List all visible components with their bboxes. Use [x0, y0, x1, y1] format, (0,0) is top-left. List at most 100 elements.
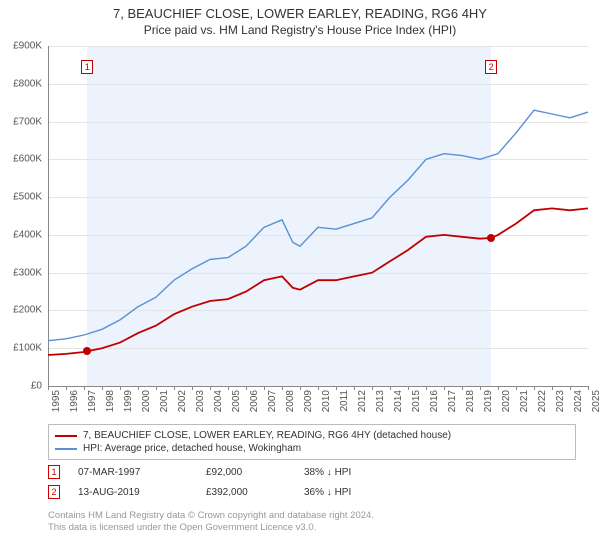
legend-item: 7, BEAUCHIEF CLOSE, LOWER EARLEY, READIN… — [55, 429, 569, 442]
x-tick-label: 2022 — [537, 390, 548, 412]
y-tick-label: £200K — [0, 305, 42, 316]
footer-line: Contains HM Land Registry data © Crown c… — [48, 510, 576, 522]
x-tick-label: 2004 — [213, 390, 224, 412]
title-subtitle: Price paid vs. HM Land Registry's House … — [0, 23, 600, 37]
x-tick-label: 2023 — [555, 390, 566, 412]
x-tick — [372, 386, 373, 390]
event-price: £92,000 — [206, 467, 286, 478]
x-tick — [498, 386, 499, 390]
x-tick-label: 2007 — [267, 390, 278, 412]
x-tick-label: 2003 — [195, 390, 206, 412]
x-tick-label: 2014 — [393, 390, 404, 412]
x-tick-label: 2000 — [141, 390, 152, 412]
event-row: 2 13-AUG-2019 £392,000 36% ↓ HPI — [48, 482, 576, 502]
x-tick — [462, 386, 463, 390]
event-diff: 36% ↓ HPI — [304, 487, 404, 498]
x-tick-label: 1999 — [123, 390, 134, 412]
x-tick-label: 1996 — [69, 390, 80, 412]
x-tick — [84, 386, 85, 390]
x-tick — [174, 386, 175, 390]
sale-point — [487, 234, 495, 242]
y-tick-label: £600K — [0, 154, 42, 165]
y-tick-label: £900K — [0, 41, 42, 52]
event-marker: 1 — [48, 465, 60, 479]
x-tick — [66, 386, 67, 390]
x-tick-label: 2017 — [447, 390, 458, 412]
x-tick — [138, 386, 139, 390]
event-row: 1 07-MAR-1997 £92,000 38% ↓ HPI — [48, 462, 576, 482]
x-tick-label: 2015 — [411, 390, 422, 412]
title-address: 7, BEAUCHIEF CLOSE, LOWER EARLEY, READIN… — [0, 6, 600, 21]
x-tick — [120, 386, 121, 390]
sale-point — [83, 347, 91, 355]
legend-swatch — [55, 448, 77, 450]
event-date: 13-AUG-2019 — [78, 487, 188, 498]
x-tick — [354, 386, 355, 390]
x-tick-label: 2021 — [519, 390, 530, 412]
x-tick-label: 2020 — [501, 390, 512, 412]
x-tick-label: 2010 — [321, 390, 332, 412]
x-tick — [102, 386, 103, 390]
x-tick — [390, 386, 391, 390]
chart-area: £0£100K£200K£300K£400K£500K£600K£700K£80… — [48, 46, 588, 386]
x-tick — [480, 386, 481, 390]
x-tick-label: 2008 — [285, 390, 296, 412]
x-tick-label: 2002 — [177, 390, 188, 412]
x-tick — [156, 386, 157, 390]
y-tick-label: £0 — [0, 381, 42, 392]
legend-label: 7, BEAUCHIEF CLOSE, LOWER EARLEY, READIN… — [83, 430, 451, 441]
x-tick-label: 2019 — [483, 390, 494, 412]
x-tick-label: 2009 — [303, 390, 314, 412]
x-tick-label: 2018 — [465, 390, 476, 412]
series-hpi — [48, 110, 588, 341]
chart-marker: 1 — [81, 60, 93, 74]
y-tick-label: £700K — [0, 116, 42, 127]
x-tick-label: 2025 — [591, 390, 600, 412]
x-tick-label: 2011 — [339, 390, 350, 412]
series-price_paid — [48, 208, 588, 355]
x-tick — [570, 386, 571, 390]
x-tick — [264, 386, 265, 390]
legend-label: HPI: Average price, detached house, Woki… — [83, 443, 301, 454]
event-diff: 38% ↓ HPI — [304, 467, 404, 478]
events-table: 1 07-MAR-1997 £92,000 38% ↓ HPI 2 13-AUG… — [48, 462, 576, 502]
x-tick — [552, 386, 553, 390]
chart-lines — [48, 46, 588, 386]
x-tick — [336, 386, 337, 390]
legend-item: HPI: Average price, detached house, Woki… — [55, 442, 569, 455]
footer: Contains HM Land Registry data © Crown c… — [48, 510, 576, 535]
x-tick-label: 1995 — [51, 390, 62, 412]
x-tick-label: 2006 — [249, 390, 260, 412]
x-tick — [192, 386, 193, 390]
event-price: £392,000 — [206, 487, 286, 498]
y-tick-label: £500K — [0, 192, 42, 203]
x-tick — [48, 386, 49, 390]
x-tick — [210, 386, 211, 390]
x-tick — [228, 386, 229, 390]
x-tick — [300, 386, 301, 390]
footer-line: This data is licensed under the Open Gov… — [48, 522, 576, 534]
x-tick-label: 1997 — [87, 390, 98, 412]
x-tick — [444, 386, 445, 390]
x-tick-label: 2012 — [357, 390, 368, 412]
event-date: 07-MAR-1997 — [78, 467, 188, 478]
event-marker: 2 — [48, 485, 60, 499]
x-tick-label: 2013 — [375, 390, 386, 412]
legend-swatch — [55, 435, 77, 437]
x-tick — [282, 386, 283, 390]
title-block: 7, BEAUCHIEF CLOSE, LOWER EARLEY, READIN… — [0, 0, 600, 37]
legend: 7, BEAUCHIEF CLOSE, LOWER EARLEY, READIN… — [48, 424, 576, 460]
x-tick — [588, 386, 589, 390]
chart-marker: 2 — [485, 60, 497, 74]
x-tick — [318, 386, 319, 390]
x-tick-label: 2016 — [429, 390, 440, 412]
x-tick — [408, 386, 409, 390]
chart-container: 7, BEAUCHIEF CLOSE, LOWER EARLEY, READIN… — [0, 0, 600, 560]
y-tick-label: £100K — [0, 343, 42, 354]
y-tick-label: £300K — [0, 267, 42, 278]
x-tick-label: 2024 — [573, 390, 584, 412]
x-tick-label: 1998 — [105, 390, 116, 412]
x-tick — [426, 386, 427, 390]
x-tick — [516, 386, 517, 390]
x-tick-label: 2005 — [231, 390, 242, 412]
